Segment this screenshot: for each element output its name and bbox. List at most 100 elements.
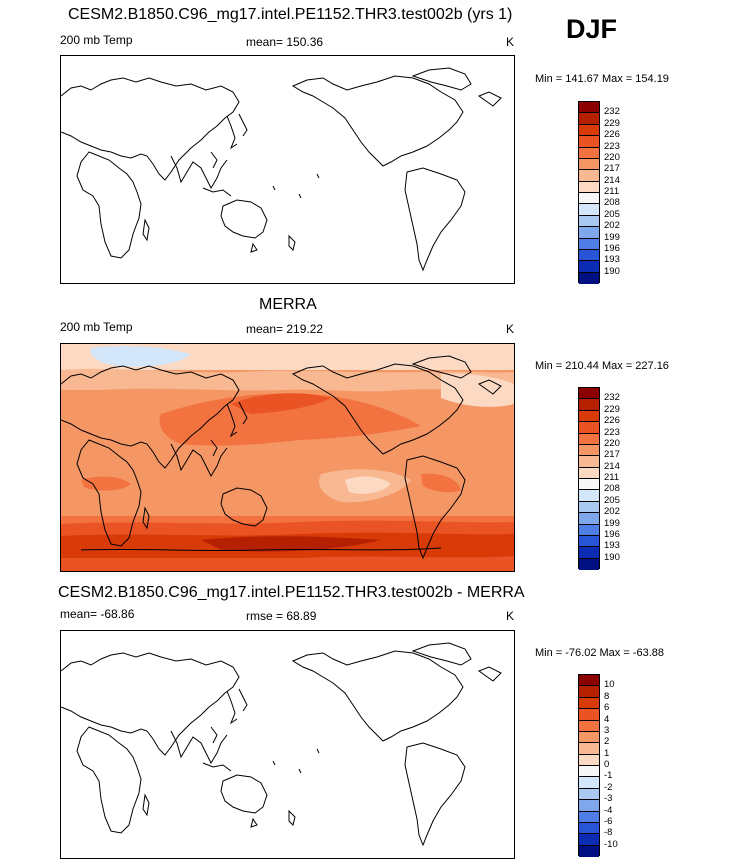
colorbar-swatch xyxy=(579,204,599,216)
colorbar-tick-label: -3 xyxy=(604,793,613,805)
panel-2-mean: mean= 219.22 xyxy=(246,322,324,336)
panel-2-colorbar xyxy=(578,387,600,570)
colorbar-tick-label: -2 xyxy=(604,781,613,793)
colorbar-tick-label: 217 xyxy=(604,163,620,175)
colorbar-swatch xyxy=(579,697,599,710)
panel-3-units: K xyxy=(506,609,515,623)
colorbar-swatch xyxy=(579,777,599,789)
colorbar-tick-label: 217 xyxy=(604,449,620,461)
colorbar-tick-label: 0 xyxy=(604,759,610,770)
colorbar-swatch xyxy=(579,261,599,273)
colorbar-swatch xyxy=(579,102,599,114)
colorbar-tick-label: 202 xyxy=(604,506,620,518)
colorbar-swatch xyxy=(579,788,599,801)
colorbar-swatch xyxy=(579,456,599,468)
colorbar-swatch xyxy=(579,720,599,732)
colorbar-tick-label: -8 xyxy=(604,827,613,839)
colorbar-swatch xyxy=(579,238,599,250)
colorbar-swatch xyxy=(579,731,599,744)
panel-1-mean: mean= 150.36 xyxy=(246,35,324,49)
panel-1-units: K xyxy=(506,35,515,49)
season-label: DJF xyxy=(566,14,618,44)
colorbar-tick-label: 193 xyxy=(604,254,620,266)
colorbar-tick-label: 205 xyxy=(604,494,620,506)
colorbar-tick-label: 232 xyxy=(604,106,620,118)
colorbar-swatch xyxy=(579,136,599,148)
panel-2-map xyxy=(60,343,515,572)
panel-2-title: MERRA xyxy=(259,296,317,313)
colorbar-swatch xyxy=(579,709,599,721)
colorbar-swatch xyxy=(579,834,599,846)
colorbar-swatch xyxy=(579,822,599,835)
colorbar-swatch xyxy=(579,524,599,536)
colorbar-tick-label: -4 xyxy=(604,804,613,816)
colorbar-tick-label: 199 xyxy=(604,231,620,243)
panel-2-minmax: Min = 210.44 Max = 227.16 xyxy=(535,360,669,372)
colorbar-tick-label: 4 xyxy=(604,713,610,725)
colorbar-swatch xyxy=(579,422,599,434)
colorbar-tick-label: 190 xyxy=(604,551,620,563)
colorbar-tick-label: 196 xyxy=(604,242,620,254)
colorbar-swatch xyxy=(579,170,599,182)
colorbar-swatch xyxy=(579,754,599,766)
colorbar-swatch xyxy=(579,272,599,284)
colorbar-swatch xyxy=(579,811,599,823)
colorbar-swatch xyxy=(579,249,599,262)
colorbar-tick-label: 202 xyxy=(604,220,620,232)
colorbar-swatch xyxy=(579,800,599,812)
panel-1-minmax: Min = 141.67 Max = 154.19 xyxy=(535,73,669,85)
colorbar-swatch xyxy=(579,743,599,755)
colorbar-tick-label: 199 xyxy=(604,517,620,529)
colorbar-swatch xyxy=(579,215,599,228)
colorbar-tick-label: 220 xyxy=(604,151,620,163)
colorbar-tick-label: 193 xyxy=(604,540,620,552)
colorbar-tick-label: -6 xyxy=(604,815,613,827)
colorbar-swatch xyxy=(579,410,599,423)
colorbar-swatch xyxy=(579,479,599,491)
colorbar-tick-label: 220 xyxy=(604,437,620,449)
colorbar-swatch xyxy=(579,490,599,502)
colorbar-tick-label: 1 xyxy=(604,747,610,759)
colorbar-swatch xyxy=(579,845,599,857)
colorbar-tick-label: 223 xyxy=(604,140,620,152)
colorbar-tick-label: 211 xyxy=(604,472,620,483)
panel-3-mean: mean= -68.86 xyxy=(60,607,135,621)
colorbar-swatch xyxy=(579,433,599,445)
panel-1-coastlines xyxy=(61,67,502,272)
colorbar-swatch xyxy=(579,193,599,205)
colorbar-tick-label: 226 xyxy=(604,129,620,141)
colorbar-swatch xyxy=(579,766,599,778)
colorbar-swatch xyxy=(579,124,599,137)
colorbar-tick-label: 205 xyxy=(604,208,620,220)
colorbar-tick-label: 226 xyxy=(604,415,620,427)
colorbar-tick-label: 6 xyxy=(604,702,610,714)
panel-1-colorbar xyxy=(578,101,600,284)
colorbar-tick-label: 190 xyxy=(604,265,620,277)
panel-3-colorbar xyxy=(578,674,600,857)
panel-3-map xyxy=(60,630,515,859)
colorbar-swatch xyxy=(579,388,599,400)
colorbar-swatch xyxy=(579,501,599,514)
panel-3-title: CESM2.B1850.C96_mg17.intel.PE1152.THR3.t… xyxy=(58,584,525,601)
colorbar-tick-label: 196 xyxy=(604,528,620,540)
colorbar-swatch xyxy=(579,181,599,193)
colorbar-tick-label: 214 xyxy=(604,174,620,186)
colorbar-swatch xyxy=(579,686,599,698)
colorbar-swatch xyxy=(579,227,599,239)
colorbar-swatch xyxy=(579,158,599,171)
colorbar-tick-label: 2 xyxy=(604,736,610,748)
colorbar-swatch xyxy=(579,113,599,125)
panel-2-units: K xyxy=(506,322,515,336)
panel-3-coastlines xyxy=(61,642,502,847)
panel-2-left-label: 200 mb Temp xyxy=(60,320,133,334)
colorbar-tick-label: 3 xyxy=(604,724,610,736)
colorbar-swatch xyxy=(579,535,599,548)
colorbar-tick-label: 10 xyxy=(604,679,615,691)
colorbar-swatch xyxy=(579,467,599,479)
colorbar-swatch xyxy=(579,558,599,570)
colorbar-swatch xyxy=(579,444,599,457)
colorbar-tick-label: 8 xyxy=(604,690,610,702)
colorbar-tick-label: 214 xyxy=(604,460,620,472)
colorbar-tick-label: 211 xyxy=(604,186,620,197)
colorbar-swatch xyxy=(579,399,599,411)
